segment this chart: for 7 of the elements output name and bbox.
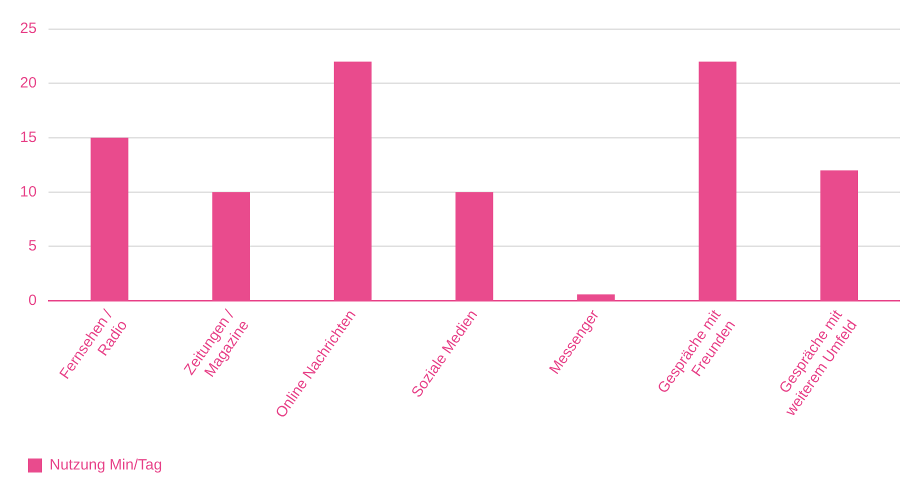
y-tick-label: 25 — [20, 20, 37, 38]
y-tick-label: 10 — [20, 183, 37, 200]
y-tick-label: 20 — [20, 74, 37, 92]
y-tick-label: 0 — [28, 292, 37, 309]
y-tick-label: 5 — [28, 238, 37, 255]
y-tick-label: 15 — [20, 128, 37, 146]
legend-label: Nutzung Min/Tag — [50, 456, 162, 474]
